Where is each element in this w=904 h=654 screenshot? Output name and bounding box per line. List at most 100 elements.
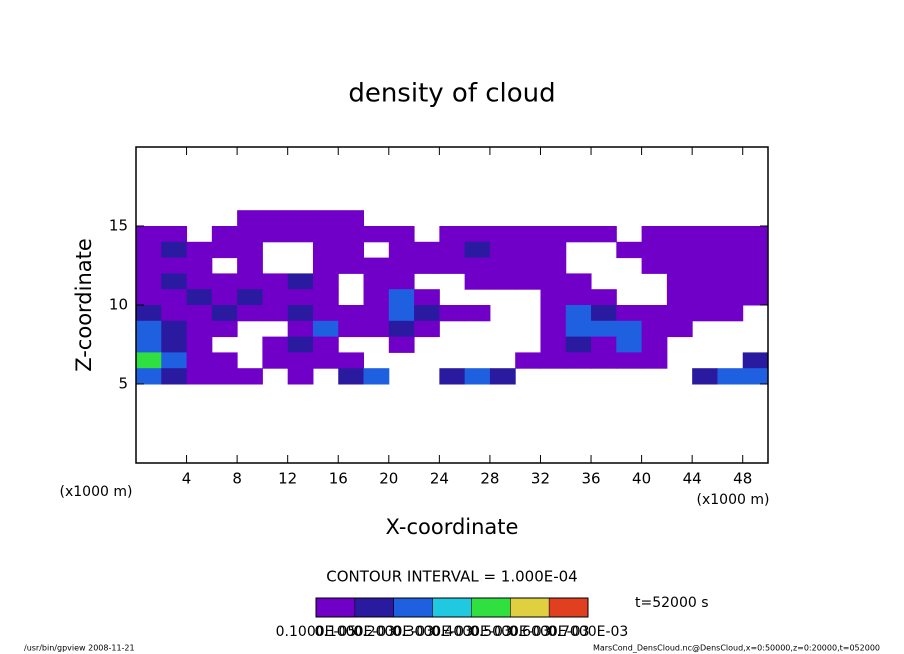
cell — [540, 273, 567, 290]
cell — [489, 226, 516, 243]
cell — [312, 320, 339, 338]
footer: /usr/bin/gpview 2008-11-21 — [24, 644, 135, 653]
cell — [287, 226, 314, 243]
cell — [616, 305, 643, 322]
cell — [717, 226, 744, 243]
cell — [262, 210, 289, 227]
cell — [312, 241, 339, 259]
x-tick-label: 40 — [632, 470, 651, 488]
cell — [312, 210, 339, 227]
cell — [388, 273, 415, 290]
cell — [565, 289, 592, 306]
cell — [186, 336, 213, 353]
cell — [161, 305, 188, 322]
cell — [211, 226, 238, 243]
time-label: t=52000 s — [635, 595, 709, 611]
cell — [414, 241, 440, 259]
cell — [616, 241, 643, 259]
cell — [641, 352, 668, 369]
colorbar-swatch — [393, 598, 433, 617]
cell — [616, 320, 643, 338]
cell — [489, 241, 516, 259]
cell — [515, 352, 541, 369]
cell — [136, 352, 162, 369]
cell — [338, 210, 365, 227]
cell — [742, 273, 769, 290]
cell — [464, 273, 491, 290]
cell — [489, 257, 516, 274]
cell — [540, 305, 567, 322]
cell — [742, 289, 769, 306]
cell — [338, 241, 365, 259]
cell — [742, 241, 769, 259]
cell — [262, 289, 289, 306]
colorbar-swatch — [510, 598, 550, 617]
cell — [540, 336, 567, 353]
x-tick-label: 12 — [278, 470, 297, 488]
cell — [591, 352, 617, 369]
cell — [641, 320, 668, 338]
cell — [312, 257, 339, 274]
cell — [540, 241, 567, 259]
cell — [666, 320, 693, 338]
cell — [414, 320, 440, 338]
cell — [262, 226, 289, 243]
cell — [565, 320, 592, 338]
cell — [186, 352, 213, 369]
cell — [136, 289, 162, 306]
cell — [338, 305, 365, 322]
cell — [641, 336, 668, 353]
cell — [237, 241, 263, 259]
cell — [287, 368, 314, 385]
cell — [692, 273, 718, 290]
cell — [237, 305, 263, 322]
cell — [237, 289, 263, 306]
cell — [692, 241, 718, 259]
cell — [515, 257, 541, 274]
cell — [287, 352, 314, 369]
cell — [439, 241, 466, 259]
cell — [211, 320, 238, 338]
cell — [641, 305, 668, 322]
x-unit: (x1000 m) — [697, 492, 770, 508]
x-tick-label: 32 — [531, 470, 550, 488]
colorbar-label: 0.3000E-03 — [392, 624, 473, 640]
cell — [641, 241, 668, 259]
cell — [161, 226, 188, 243]
cell — [666, 289, 693, 306]
cell — [464, 305, 491, 322]
cell — [161, 336, 188, 353]
cell — [161, 368, 188, 385]
cell — [287, 305, 314, 322]
cell — [211, 241, 238, 259]
cell — [540, 257, 567, 274]
cell — [414, 289, 440, 306]
x-tick-label: 28 — [480, 470, 499, 488]
cell — [641, 226, 668, 243]
cell — [742, 352, 769, 369]
cell — [186, 289, 213, 306]
cell — [136, 257, 162, 274]
cell — [312, 352, 339, 369]
cell — [312, 273, 339, 290]
cell — [717, 257, 744, 274]
cell — [237, 368, 263, 385]
y-tick-label: 15 — [109, 217, 128, 235]
cell — [136, 336, 162, 353]
cell — [338, 257, 365, 274]
chart-title: density of cloud — [348, 79, 555, 109]
cell — [262, 273, 289, 290]
cell — [591, 289, 617, 306]
cell — [363, 305, 390, 322]
cell — [338, 352, 365, 369]
colorbar-label: 0.2000E-03 — [353, 624, 434, 640]
cell — [388, 320, 415, 338]
cell — [262, 305, 289, 322]
y-axis-label: Z-coordinate — [72, 238, 96, 372]
colorbar-label: 0.5000E-03 — [470, 624, 551, 640]
cell — [439, 305, 466, 322]
cell — [287, 289, 314, 306]
cell — [262, 336, 289, 353]
cell — [338, 368, 365, 385]
